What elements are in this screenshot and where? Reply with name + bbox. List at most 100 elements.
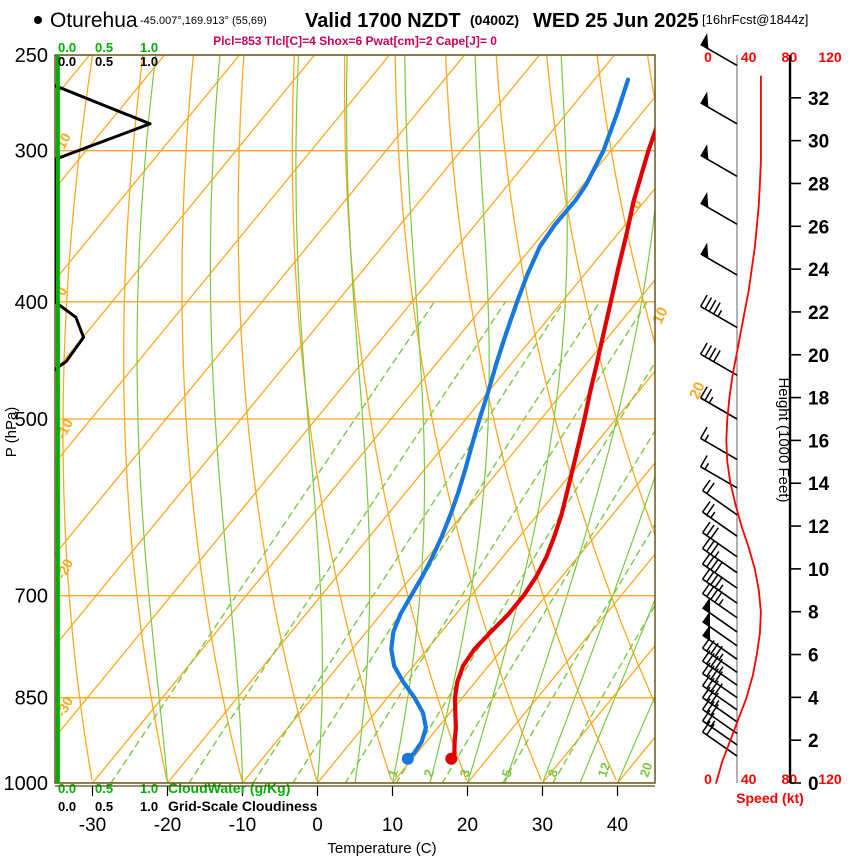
isotherm--20 [166, 187, 655, 783]
cloudiness-tick-top-0: 0.0 [58, 54, 76, 69]
barb-pennant [702, 611, 711, 627]
temperature-trace [449, 125, 655, 761]
moist-adiabat-15 [429, 55, 490, 783]
dry-adiabat-50 [495, 55, 655, 705]
mixing-ratio-1 [188, 301, 507, 783]
dewpoint-surface-marker [401, 752, 414, 765]
barb-full [706, 482, 715, 494]
mixing-ratio-label-12: 12 [595, 761, 614, 779]
barb-full [706, 677, 715, 690]
temperature-tick--20: -20 [154, 815, 181, 836]
cloudwater-axis-label: CloudWater (g/Kg) [168, 780, 290, 796]
barb-full [710, 692, 719, 704]
barb-full [710, 573, 719, 586]
mixing-ratio-label-2: 2 [421, 767, 438, 779]
dry-adiabat--30 [62, 55, 94, 781]
cloudiness-tick-top-2: 1.0 [140, 54, 158, 69]
dry-adiabat-label-20: 20 [686, 379, 708, 401]
barb-full [699, 386, 708, 399]
mixing-ratio-20 [502, 523, 655, 783]
pressure-tick-300: 300 [15, 141, 48, 163]
barb-full [706, 652, 715, 665]
cloudiness-tick-bottom-0: 0.0 [58, 799, 76, 814]
dry-adiabat--10 [181, 55, 243, 781]
stability-indices: Plcl=853 Tlcl[C]=4 Shox=6 Pwat[cm]=2 Cap… [213, 34, 497, 48]
barb-full [701, 662, 711, 674]
wind-barb [702, 597, 738, 633]
wind-barb [700, 191, 738, 225]
wind-barb [700, 91, 738, 125]
temperature-tick--10: -10 [229, 815, 256, 836]
isotherm-20 [466, 553, 655, 783]
wind-barb [701, 479, 738, 516]
barb-full [708, 347, 717, 360]
speed-tick-bottom-40: 40 [741, 771, 757, 787]
barb-full [710, 704, 719, 716]
mixing-ratio-2 [252, 301, 565, 783]
barb-full [701, 479, 711, 492]
isotherm-40 [616, 736, 655, 783]
barb-shaft [702, 563, 738, 589]
cloudiness-axis-label: Grid-Scale Cloudiness [168, 798, 318, 814]
mixing-ratio-30 [552, 604, 655, 783]
dry-adiabat-0 [237, 55, 318, 781]
barb-full [701, 567, 711, 580]
barb-half [704, 462, 710, 470]
barb-full [710, 527, 719, 539]
height-tick-4: 4 [808, 688, 819, 709]
barb-full [706, 723, 715, 736]
station-marker-icon [34, 16, 42, 24]
pressure-axis-label: P (hPa) [3, 407, 20, 458]
cloudiness-trace [55, 84, 152, 371]
wind-barb [701, 582, 738, 619]
isotherm--70 [55, 55, 391, 464]
height-tick-20: 20 [808, 346, 829, 367]
barb-pennant [700, 33, 709, 49]
moist-adiabat-35 [579, 599, 655, 783]
height-tick-10: 10 [808, 560, 829, 581]
barb-full [706, 701, 715, 713]
cloudwater-tick-bottom-0: 0.0 [58, 781, 76, 796]
barb-shaft [700, 437, 738, 461]
wind-barb [701, 537, 738, 574]
speed-tick-top-40: 40 [741, 49, 757, 65]
barb-shaft [702, 592, 738, 619]
cloudiness-tick-top-1: 0.5 [95, 54, 113, 69]
barb-shaft [700, 397, 738, 420]
pressure-tick-500: 500 [15, 409, 48, 431]
barb-half [708, 396, 714, 404]
wind-barb [701, 686, 738, 723]
speed-tick-top-0: 0 [704, 49, 712, 65]
barb-full [704, 297, 713, 310]
dry-adiabat-80 [646, 55, 655, 102]
speed-axis-label: Speed (kt) [736, 790, 804, 806]
barb-full [699, 426, 708, 439]
barb-full [699, 455, 708, 468]
barb-half [718, 584, 724, 591]
cloudwater-tick-bottom-1: 0.5 [95, 781, 113, 796]
mixing-ratio-label-1: 1 [385, 767, 402, 779]
moist-adiabat-10 [391, 55, 426, 783]
barb-full [706, 712, 715, 725]
isotherm-10 [391, 462, 655, 783]
isotherm--10 [241, 279, 655, 783]
barb-shaft [702, 731, 738, 757]
mixing-ratio-labels: 1 2 3 5 8 12 20 [385, 761, 656, 779]
barb-half [718, 598, 724, 606]
barb-full [714, 576, 723, 589]
barb-full [706, 585, 715, 597]
height-axis-label: Height (1000 Feet) [775, 377, 792, 502]
mixing-ratio-8 [395, 362, 655, 783]
pressure-tick-400: 400 [15, 292, 48, 314]
cloudiness-tick-bottom-1: 0.5 [95, 799, 113, 814]
grid-lines [55, 55, 655, 783]
barb-pennant [702, 597, 711, 613]
mixing-ratio-label-3: 3 [457, 767, 474, 779]
height-tick-8: 8 [808, 603, 819, 624]
barb-full [706, 665, 715, 677]
moist-adiabat--20 [136, 55, 169, 783]
barb-full [708, 299, 717, 312]
moist-adiabat-25 [504, 207, 655, 783]
isotherm--60 [55, 55, 466, 555]
